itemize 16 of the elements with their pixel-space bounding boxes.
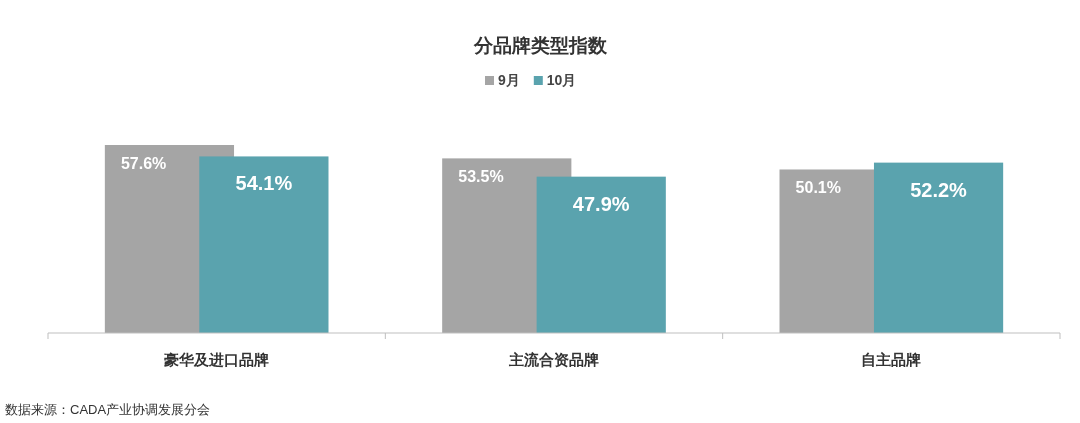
bar bbox=[199, 156, 329, 333]
bar bbox=[873, 162, 1004, 333]
x-tick-label: 自主品牌 bbox=[861, 351, 922, 368]
legend-label: 9月 bbox=[498, 72, 520, 88]
data-label: 57.6% bbox=[120, 155, 167, 172]
data-label: 53.5% bbox=[458, 168, 504, 186]
data-label: 52.2% bbox=[910, 178, 968, 201]
x-tick-label: 主流合资品牌 bbox=[508, 351, 599, 368]
legend-label: 10月 bbox=[546, 72, 577, 88]
data-label: 47.9% bbox=[572, 192, 630, 215]
x-tick-label: 豪华及进口品牌 bbox=[163, 351, 270, 368]
data-label: 50.1% bbox=[795, 179, 841, 197]
chart-title: 分品牌类型指数 bbox=[472, 35, 608, 56]
bar bbox=[536, 176, 666, 333]
source-note: 数据来源：CADA产业协调发展分会 bbox=[5, 402, 211, 417]
data-label: 54.1% bbox=[235, 172, 293, 195]
